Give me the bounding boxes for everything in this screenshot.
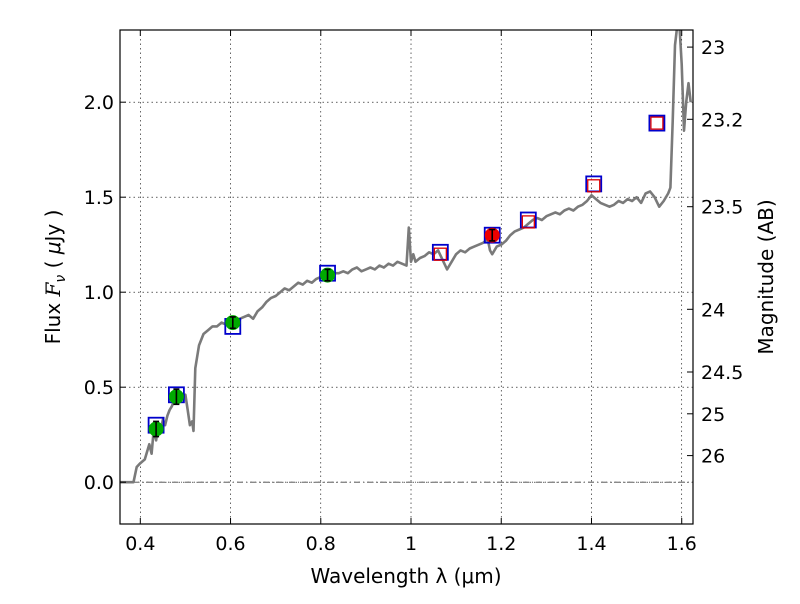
magnitude-tick-label: 25 [701, 404, 725, 426]
y-title-mu: μ [41, 241, 65, 255]
y-tick-label: 0.5 [84, 377, 114, 399]
observed-flux-box [521, 215, 535, 229]
magnitude-tick-label: 23.2 [701, 109, 743, 131]
x-ticks: 0.4 0.6 0.8 1 1.2 1.4 1.6 [125, 30, 697, 555]
x-tick-label: 0.8 [306, 533, 336, 555]
plot-frame [119, 29, 694, 525]
y-axis-title: Flux Fν ( μJy ) [41, 210, 69, 345]
x-tick-label: 1.4 [576, 533, 606, 555]
observed-flux-box [433, 247, 447, 261]
x-tick-label: 0.4 [125, 533, 155, 555]
template-spectrum-line [120, 30, 692, 484]
magnitude-ticks: 23 23.2 23.5 24 24.5 25 26 [687, 37, 743, 468]
y-title-nu: ν [53, 275, 69, 283]
y-title-flux: Flux [41, 296, 65, 344]
model-flux-box [585, 175, 603, 193]
magnitude-tick-label: 23.5 [701, 197, 743, 219]
y-title-unit: Jy ) [41, 210, 65, 244]
y-tick-label: 1.0 [84, 282, 114, 304]
x-tick-label: 1.6 [667, 533, 697, 555]
y-tick-label: 0.0 [84, 472, 114, 494]
observed-flux-box [587, 179, 601, 193]
model-flux-box [648, 114, 666, 132]
y-title-f: F [41, 281, 65, 297]
y-tick-label: 2.0 [84, 92, 114, 114]
y-title-open: ( [41, 254, 65, 275]
magnitude-tick-label: 23 [701, 37, 725, 59]
x-tick-label: 1.2 [486, 533, 516, 555]
y-tick-label: 1.5 [84, 187, 114, 209]
photometry-group [147, 114, 666, 438]
observed-flux-box [650, 116, 664, 130]
y-ticks: 0.0 0.5 1.0 1.5 2.0 [84, 92, 126, 494]
magnitude-tick-label: 24 [701, 299, 725, 321]
magnitude-tick-label: 24.5 [701, 362, 743, 384]
x-tick-label: 1 [405, 533, 417, 555]
x-axis-title: Wavelength λ (μm) [310, 564, 501, 588]
template-spectrum-group [120, 30, 692, 484]
grid [120, 30, 693, 524]
right-axis-title: Magnitude (AB) [754, 199, 778, 354]
magnitude-tick-label: 26 [701, 446, 725, 468]
x-tick-label: 0.6 [215, 533, 245, 555]
